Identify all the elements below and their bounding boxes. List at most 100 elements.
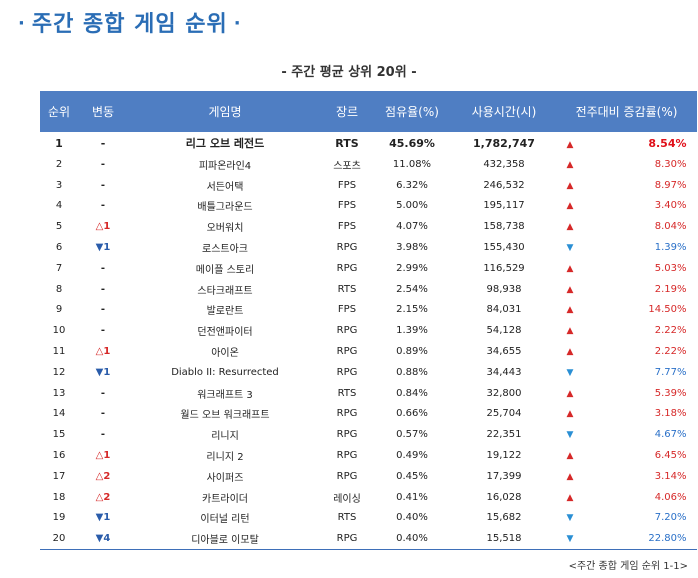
header-genre: 장르 bbox=[335, 105, 359, 119]
game-name-cell: 발로란트 bbox=[206, 306, 244, 318]
rate-value: 6.45% bbox=[654, 450, 687, 462]
rank-cell: 10 bbox=[52, 325, 66, 337]
table-row: 9 - 발로란트 FPS 2.15% 84,031 ▲ 14.50% bbox=[40, 300, 697, 321]
table-row: 3 - 서든어택 FPS 6.32% 246,532 ▲ 8.97% bbox=[40, 175, 697, 196]
trend-up-icon: ▲ bbox=[566, 139, 574, 150]
hours-cell: 15,682 bbox=[486, 512, 522, 524]
genre-cell: RPG bbox=[336, 450, 358, 462]
rate-cell: ▲ 4.06% bbox=[556, 487, 697, 508]
genre-cell: FPS bbox=[337, 304, 357, 316]
rate-value: 3.14% bbox=[654, 470, 687, 482]
trend-up-icon: ▲ bbox=[566, 492, 574, 503]
change-cell: ▼1 bbox=[95, 512, 111, 524]
rank-cell: 9 bbox=[55, 304, 63, 316]
game-name-cell: 메이플 스토리 bbox=[195, 264, 255, 276]
hours-cell: 22,351 bbox=[486, 429, 522, 441]
table-row: 8 - 스타크래프트 RTS 2.54% 98,938 ▲ 2.19% bbox=[40, 279, 697, 300]
rank-cell: 18 bbox=[52, 491, 66, 503]
hours-cell: 155,430 bbox=[483, 242, 525, 254]
genre-cell: RPG bbox=[322, 528, 372, 550]
share-cell: 0.41% bbox=[396, 491, 428, 503]
title-dot-left: · bbox=[18, 13, 26, 34]
genre-cell: RTS bbox=[335, 136, 359, 150]
change-cell: - bbox=[100, 304, 106, 316]
rank-cell: 2 bbox=[55, 158, 63, 170]
share-cell: 11.08% bbox=[392, 158, 432, 170]
table-row: 5 △1 오버워치 FPS 4.07% 158,738 ▲ 8.04% bbox=[40, 216, 697, 237]
trend-up-icon: ▲ bbox=[566, 471, 574, 482]
hours-cell: 17,399 bbox=[486, 470, 522, 482]
share-cell: 45.69% bbox=[389, 136, 435, 150]
trend-up-icon: ▲ bbox=[566, 201, 574, 212]
change-cell: ▼1 bbox=[95, 366, 111, 378]
table-row: 4 - 배틀그라운드 FPS 5.00% 195,117 ▲ 3.40% bbox=[40, 196, 697, 217]
game-name-cell: 오버워치 bbox=[206, 223, 244, 235]
header-change: 변동 bbox=[91, 105, 115, 119]
game-name-cell: 피파온라인4 bbox=[198, 160, 252, 172]
change-cell: - bbox=[100, 262, 106, 274]
footnote: <주간 종합 게임 순위 1-1> bbox=[568, 561, 688, 572]
table-row: 16 △1 리니지 2 RPG 0.49% 19,122 ▲ 6.45% bbox=[40, 445, 697, 466]
rate-value: 8.30% bbox=[654, 158, 687, 170]
rate-value: 8.04% bbox=[654, 221, 687, 233]
share-cell: 4.07% bbox=[396, 221, 428, 233]
rank-cell: 17 bbox=[52, 470, 66, 482]
rate-cell: ▲ 2.19% bbox=[556, 279, 697, 300]
title-text: 주간 종합 게임 순위 bbox=[31, 12, 228, 37]
game-name-cell: 워크래프트 3 bbox=[197, 389, 253, 401]
table-row: 11 △1 아이온 RPG 0.89% 34,655 ▲ 2.22% bbox=[40, 341, 697, 362]
hours-cell: 246,532 bbox=[483, 179, 525, 191]
rank-cell: 13 bbox=[52, 387, 66, 399]
rate-cell: ▲ 6.45% bbox=[556, 445, 697, 466]
trend-up-icon: ▲ bbox=[566, 284, 574, 295]
share-cell: 5.00% bbox=[396, 200, 428, 212]
trend-down-icon: ▼ bbox=[566, 513, 574, 524]
share-cell: 0.89% bbox=[396, 346, 428, 358]
trend-up-icon: ▲ bbox=[566, 409, 574, 420]
game-name-cell: 서든어택 bbox=[206, 181, 244, 193]
change-cell: - bbox=[100, 408, 106, 420]
table-row: 13 - 워크래프트 3 RTS 0.84% 32,800 ▲ 5.39% bbox=[40, 383, 697, 404]
hours-cell: 54,128 bbox=[486, 325, 522, 337]
game-name-cell: 리니지 2 bbox=[206, 452, 244, 464]
genre-cell: 스포츠 bbox=[333, 160, 361, 172]
game-name-cell: 던전앤파이터 bbox=[197, 327, 253, 339]
subtitle: - 주간 평균 상위 20위 - bbox=[281, 65, 417, 80]
rate-value: 5.39% bbox=[654, 387, 687, 399]
change-cell: - bbox=[100, 429, 106, 441]
change-cell: ▼4 bbox=[78, 528, 128, 550]
table-row: 19 ▼1 이터널 리턴 RTS 0.40% 15,682 ▼ 7.20% bbox=[40, 508, 697, 529]
genre-cell: RPG bbox=[336, 325, 358, 337]
genre-cell: RPG bbox=[336, 242, 358, 254]
hours-cell: 98,938 bbox=[486, 283, 522, 295]
table-row: 7 - 메이플 스토리 RPG 2.99% 116,529 ▲ 5.03% bbox=[40, 258, 697, 279]
share-cell: 0.45% bbox=[396, 470, 428, 482]
trend-up-icon: ▲ bbox=[566, 388, 574, 399]
game-name-cell: 스타크래프트 bbox=[197, 285, 253, 297]
game-name-cell: Diablo II: Resurrected bbox=[171, 366, 279, 378]
table-row: 15 - 리니지 RPG 0.57% 22,351 ▼ 4.67% bbox=[40, 424, 697, 445]
rate-value: 2.19% bbox=[654, 283, 687, 295]
hours-cell: 15,518 bbox=[452, 528, 556, 550]
rank-cell: 14 bbox=[52, 408, 66, 420]
hours-cell: 32,800 bbox=[486, 387, 522, 399]
rate-value: 14.50% bbox=[648, 304, 687, 316]
rate-cell: ▼ 1.39% bbox=[556, 237, 697, 258]
rank-cell: 12 bbox=[52, 366, 66, 378]
rate-value: 1.39% bbox=[654, 242, 687, 254]
hours-cell: 34,443 bbox=[486, 366, 522, 378]
table-row: 10 - 던전앤파이터 RPG 1.39% 54,128 ▲ 2.22% bbox=[40, 320, 697, 341]
trend-up-icon: ▲ bbox=[566, 347, 574, 358]
rate-value: 8.97% bbox=[654, 179, 687, 191]
hours-cell: 158,738 bbox=[483, 221, 525, 233]
genre-cell: RPG bbox=[336, 366, 358, 378]
hours-cell: 195,117 bbox=[483, 200, 525, 212]
share-cell: 0.49% bbox=[396, 450, 428, 462]
rank-cell: 15 bbox=[52, 429, 66, 441]
rate-value: 2.22% bbox=[654, 346, 687, 358]
game-name-cell: 리니지 bbox=[211, 431, 239, 443]
change-cell: - bbox=[100, 200, 106, 212]
share-cell: 6.32% bbox=[396, 179, 428, 191]
rate-cell: ▲ 14.50% bbox=[556, 300, 697, 321]
rate-value: 2.22% bbox=[654, 325, 687, 337]
